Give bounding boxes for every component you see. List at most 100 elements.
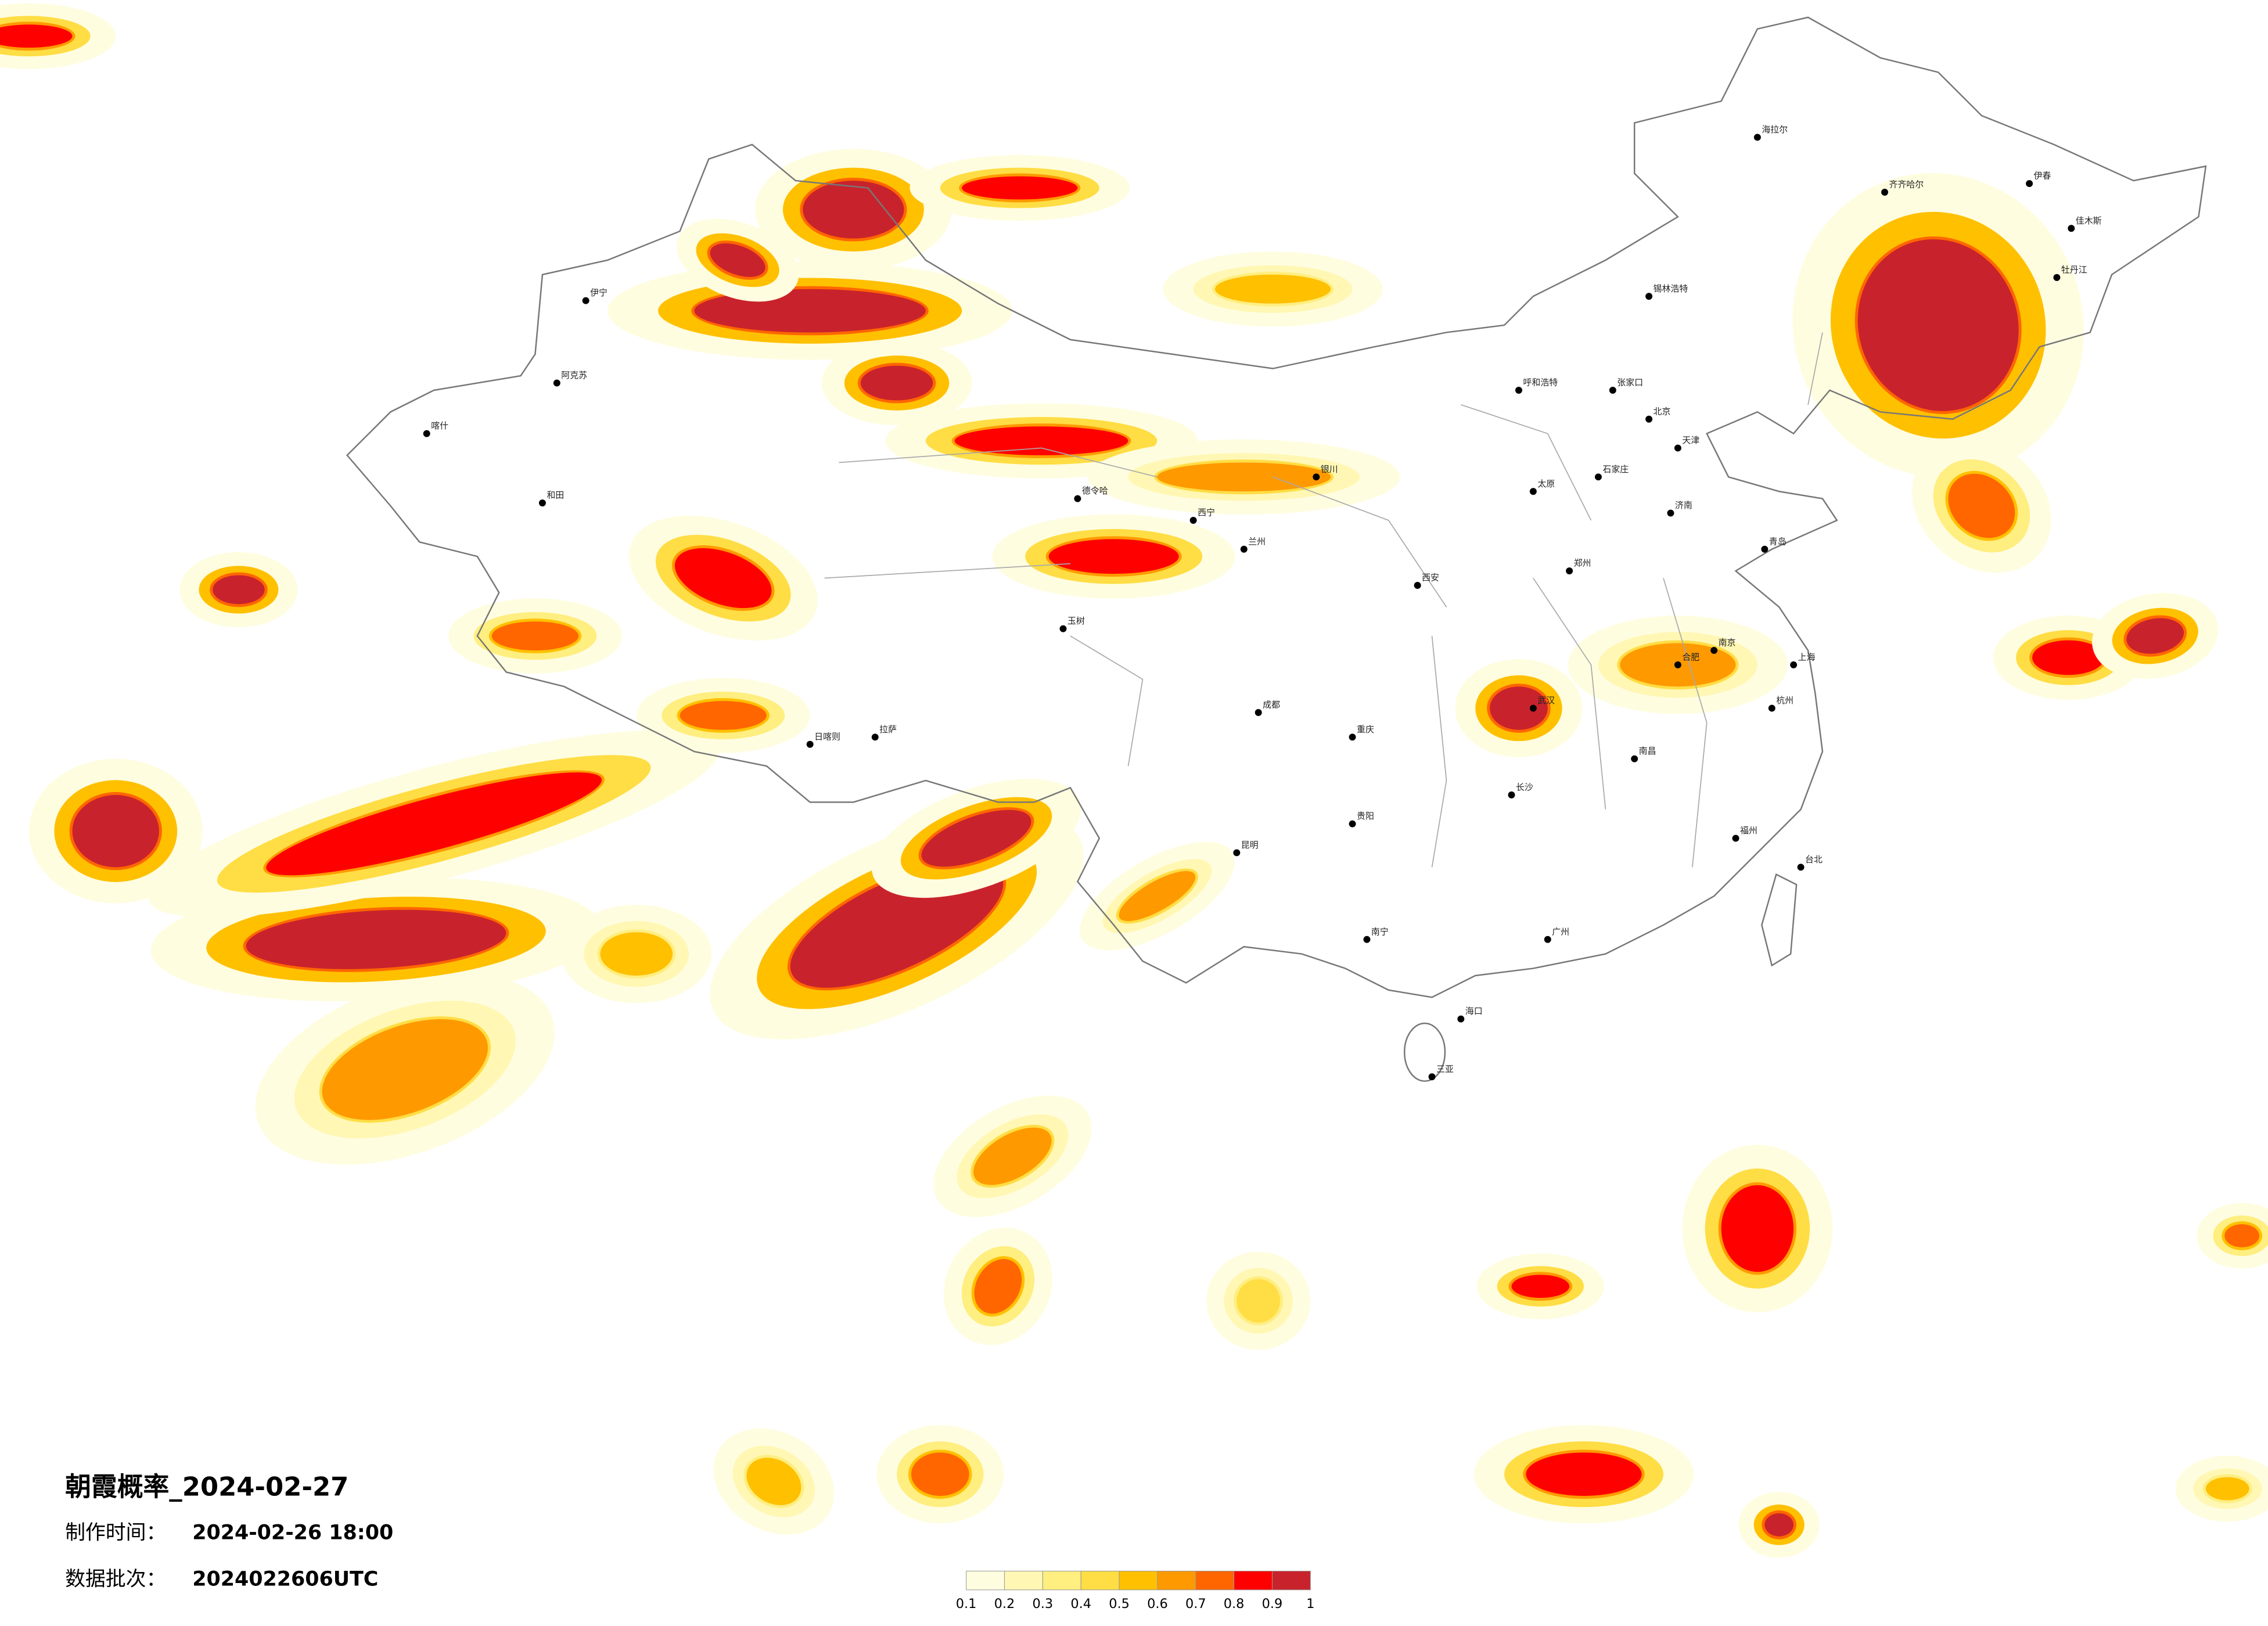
city-label: 昆明 <box>1241 840 1259 850</box>
probability-core <box>1048 539 1179 574</box>
city-dot <box>1667 509 1674 517</box>
legend-tick-label: 0.2 <box>994 1596 1015 1611</box>
city-label: 和田 <box>547 490 564 501</box>
city-dot <box>1515 387 1522 394</box>
city-label: 南京 <box>1719 638 1736 648</box>
city-label: 台北 <box>1805 854 1823 865</box>
probability-core <box>1948 473 2015 538</box>
legend-tick-label: 0.1 <box>956 1596 977 1611</box>
probability-core <box>0 24 73 48</box>
city-dot <box>1255 709 1262 716</box>
probability-core <box>1857 239 2019 411</box>
city-label: 阿克苏 <box>561 370 587 380</box>
city-dot <box>553 379 560 387</box>
city-dot <box>1594 473 1602 481</box>
city-dot <box>1233 849 1241 857</box>
probability-core <box>962 176 1078 200</box>
info-value: 2024022606UTC <box>192 1567 378 1591</box>
city-label: 伊春 <box>2034 171 2051 181</box>
city-dot <box>2068 225 2075 232</box>
legend-tick-label: 1 <box>1306 1596 1314 1611</box>
probability-core <box>246 909 506 969</box>
probability-core <box>954 426 1128 455</box>
legend-swatch <box>1042 1570 1081 1591</box>
city-dot <box>2026 180 2033 188</box>
city-label: 西安 <box>1422 573 1439 583</box>
city-dot <box>1645 415 1653 423</box>
probability-core <box>1119 871 1196 922</box>
city-dot <box>1732 834 1739 842</box>
city-label: 兰州 <box>1248 536 1266 546</box>
city-dot <box>1753 134 1761 141</box>
legend-tick-label: 0.5 <box>1109 1596 1130 1611</box>
probability-core <box>1764 1513 1794 1537</box>
city-label: 伊宁 <box>590 287 608 298</box>
probability-core <box>1214 274 1331 304</box>
city-label: 南昌 <box>1639 746 1656 756</box>
city-label: 成都 <box>1263 700 1280 710</box>
province-lines <box>824 332 1823 868</box>
city-dot <box>1529 704 1537 712</box>
city-dot <box>582 297 590 304</box>
city-label: 玉树 <box>1067 616 1085 626</box>
city-dot <box>538 499 546 507</box>
probability-core <box>1157 462 1331 492</box>
city-dot <box>1674 661 1681 668</box>
city-label: 杭州 <box>1776 695 1793 706</box>
city-label: 天津 <box>1682 435 1699 445</box>
probability-core <box>2032 640 2105 675</box>
city-dot <box>1609 387 1616 394</box>
legend-swatch <box>1195 1570 1235 1591</box>
city-dot <box>1710 647 1718 654</box>
legend-swatch <box>1271 1570 1311 1591</box>
probability-core <box>2205 1477 2249 1501</box>
city-dot <box>1761 545 1769 553</box>
city-dot <box>1313 473 1320 481</box>
city-dot <box>1797 864 1805 871</box>
city-label: 日喀则 <box>814 731 840 742</box>
city-dot <box>1457 1015 1465 1023</box>
legend-swatch <box>1157 1570 1196 1591</box>
city-label: 三亚 <box>1436 1064 1454 1074</box>
city-label: 上海 <box>1798 652 1816 662</box>
probability-core <box>974 1259 1022 1314</box>
city-label: 张家口 <box>1617 377 1643 388</box>
probability-core <box>1490 686 1548 730</box>
city-dot <box>1428 1073 1436 1081</box>
probability-core <box>2224 1224 2260 1247</box>
info-value: 2024-02-26 18:00 <box>192 1521 393 1545</box>
city-label: 石家庄 <box>1602 464 1629 474</box>
legend: 0.1 0.2 0.3 0.4 0.5 0.6 0.7 0.8 0.9 1 <box>956 1570 1314 1611</box>
city-dot <box>1189 517 1197 524</box>
probability-core <box>1511 1275 1570 1298</box>
city-label: 济南 <box>1675 500 1692 510</box>
city-dot <box>1674 444 1681 452</box>
probability-core <box>2126 618 2184 654</box>
city-dot <box>1631 755 1638 762</box>
city-label: 北京 <box>1654 406 1671 416</box>
city-label: 佳木斯 <box>2076 215 2102 226</box>
probability-core <box>680 701 767 730</box>
city-label: 银川 <box>1321 464 1338 474</box>
probability-core <box>803 181 904 239</box>
city-label: 太原 <box>1537 479 1555 489</box>
probability-core <box>266 772 602 876</box>
city-dot <box>1414 582 1421 589</box>
city-label: 长沙 <box>1516 782 1533 792</box>
city-label: 福州 <box>1740 825 1757 836</box>
city-label: 喀什 <box>431 420 448 431</box>
city-label: 贵阳 <box>1357 811 1374 821</box>
legend-swatch <box>1080 1570 1120 1591</box>
city-dot <box>1544 936 1551 943</box>
probability-core <box>1526 1452 1642 1496</box>
city-dot <box>423 430 430 437</box>
city-dot <box>1074 495 1081 502</box>
city-dot <box>1349 820 1356 828</box>
city-label: 郑州 <box>1574 558 1591 569</box>
legend-tick-label: 0.9 <box>1262 1596 1283 1611</box>
city-label: 拉萨 <box>879 724 897 735</box>
city-dot <box>1059 625 1067 632</box>
city-label: 齐齐哈尔 <box>1889 179 1924 190</box>
city-dot <box>1790 661 1798 668</box>
